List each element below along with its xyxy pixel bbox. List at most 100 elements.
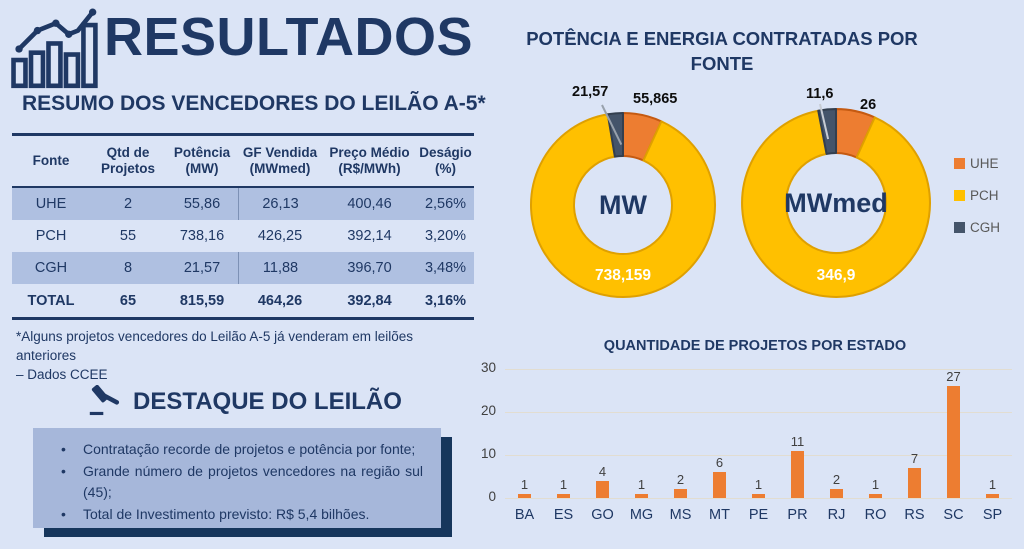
donut-cgh-value-label: 11,6 (806, 86, 834, 102)
legend-item-uhe: UHE (954, 156, 1000, 171)
gridline (505, 498, 1012, 499)
bar-column-ms: 2 (661, 369, 700, 498)
bar-chart-y-axis: 0 10 20 30 (462, 360, 496, 504)
bar-column-mt: 6 (700, 369, 739, 498)
bar-value-label: 27 (946, 369, 961, 384)
bar-go (596, 480, 609, 498)
cell: 738,16 (179, 228, 225, 244)
legend-swatch-uhe (954, 158, 965, 169)
cell: 815,59 (179, 292, 225, 309)
legend-swatch-pch (954, 190, 965, 201)
bar-value-label: 1 (871, 476, 880, 492)
donut-pch-value-label: 738,159 (594, 267, 652, 284)
col-header-desagio: Deságio (%) (419, 145, 472, 176)
table-row-cgh: CGH 8 21,57 11,88 396,70 3,48% (12, 252, 474, 284)
cell: 21,57 (183, 260, 221, 276)
cell: TOTAL (27, 292, 75, 309)
highlight-title: DESTAQUE DO LEILÃO (133, 388, 402, 415)
table-row-total: TOTAL 65 815,59 464,26 392,84 3,16% (12, 284, 474, 317)
table-row-uhe: UHE 2 55,86 26,13 400,46 2,56% (12, 188, 474, 220)
x-axis-label: MT (709, 507, 730, 523)
cell: 392,14 (347, 228, 392, 244)
bar-sp (986, 493, 999, 498)
col-header-fonte: Fonte (32, 153, 70, 169)
x-axis-label: BA (514, 507, 535, 523)
donut-uhe-value-label: 26 (860, 97, 877, 113)
x-axis-label: RO (864, 507, 887, 523)
y-axis-tick-label: 0 (488, 489, 496, 504)
chart-legend: UHE PCH CGH (954, 156, 1000, 252)
bar-rs (908, 467, 921, 498)
cell: 426,25 (257, 228, 303, 244)
y-axis-tick-label: 30 (480, 360, 496, 375)
bar-column-ro: 1 (856, 369, 895, 498)
legend-label: PCH (970, 188, 999, 203)
x-axis-label: MG (629, 507, 654, 523)
highlight-list: Contratação recorde de projetos e potênc… (33, 439, 427, 524)
col-header-gf-vendida: GF Vendida (MWmed) (242, 145, 318, 176)
bar-column-es: 1 (544, 369, 583, 498)
bar-column-pr: 11 (778, 369, 817, 498)
bar-column-ba: 1 (505, 369, 544, 498)
cell: 392,84 (347, 292, 392, 309)
bar-ms (674, 489, 687, 498)
highlight-bullet: Total de Investimento previsto: R$ 5,4 b… (61, 504, 427, 525)
cell: 396,70 (347, 260, 392, 276)
donut-chart-mw: MW 738,159 (528, 110, 718, 300)
x-axis-label: RS (904, 507, 925, 523)
cell: 3,20% (424, 228, 467, 244)
legend-item-cgh: CGH (954, 220, 1000, 235)
bar-value-label: 1 (988, 476, 997, 492)
table-row-pch: PCH 55 738,16 426,25 392,14 3,20% (12, 220, 474, 252)
cell: CGH (34, 260, 68, 276)
gridline (505, 412, 1012, 413)
cell: PCH (35, 228, 67, 244)
cell: 8 (123, 260, 133, 276)
x-axis-label: PR (787, 507, 808, 523)
donut-svg-mwmed (741, 108, 931, 298)
bar-ro (869, 493, 882, 498)
x-axis-label: ES (553, 507, 574, 523)
bar-chart-trend-icon (11, 8, 98, 89)
col-header-qtd-projetos: Qtd de Projetos (100, 145, 155, 176)
footnote: *Alguns projetos vencedores do Leilão A-… (16, 329, 413, 382)
cell: 3,16% (424, 292, 467, 309)
donut-cgh-value-label: 21,57 (572, 84, 609, 100)
table-header-row: Fonte Qtd de Projetos Potência (MW) GF V… (12, 136, 474, 188)
col-header-potencia: Potência (MW) (173, 145, 231, 176)
x-axis-label: SP (982, 507, 1003, 523)
highlight-bullet: Grande número de projetos vencedores na … (61, 461, 427, 502)
bar-chart-gridlines (505, 369, 1012, 499)
cell: 2 (123, 196, 133, 212)
y-axis-tick-label: 20 (480, 403, 496, 418)
bar-column-rs: 7 (895, 369, 934, 498)
bar-sc (947, 386, 960, 498)
donut-slice-pch (741, 109, 931, 298)
bar-value-label: 4 (598, 463, 607, 479)
cell: 400,46 (347, 196, 392, 212)
cell: 55,86 (183, 196, 221, 212)
bar-value-label: 7 (910, 450, 919, 466)
cell: 65 (119, 292, 137, 309)
bar-mt (713, 472, 726, 498)
bar-value-label: 2 (832, 472, 841, 488)
donut-uhe-value-label: 55,865 (633, 91, 678, 107)
bar-column-sc: 27 (934, 369, 973, 498)
bar-chart-plot: 1 1 4 1 2 6 1 11 2 1 7 27 1 (505, 369, 1012, 498)
bar-value-label: 1 (637, 476, 646, 492)
cell: 11,88 (238, 252, 322, 284)
legend-swatch-cgh (954, 222, 965, 233)
gridline (505, 369, 1012, 370)
bar-value-label: 1 (754, 476, 763, 492)
pie-section-title: POTÊNCIA E ENERGIA CONTRATADAS POR FONTE (526, 28, 918, 74)
bar-column-pe: 1 (739, 369, 778, 498)
bar-pr (791, 450, 804, 498)
bar-column-go: 4 (583, 369, 622, 498)
bar-value-label: 2 (676, 472, 685, 488)
y-axis-tick-label: 10 (480, 446, 496, 461)
cell: 55 (119, 228, 137, 244)
bar-value-label: 6 (715, 455, 724, 471)
gavel-icon (89, 385, 120, 416)
bar-column-rj: 2 (817, 369, 856, 498)
cell: 3,48% (424, 260, 467, 276)
